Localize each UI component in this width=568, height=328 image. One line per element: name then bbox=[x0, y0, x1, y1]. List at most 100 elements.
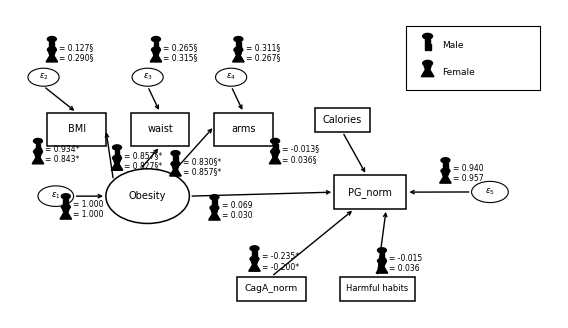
Text: $\varepsilon_1$: $\varepsilon_1$ bbox=[51, 191, 61, 201]
Polygon shape bbox=[212, 205, 214, 210]
Polygon shape bbox=[62, 210, 69, 213]
Text: CagA_norm: CagA_norm bbox=[245, 284, 298, 293]
Text: BMI: BMI bbox=[68, 124, 86, 134]
Polygon shape bbox=[215, 205, 217, 210]
Polygon shape bbox=[53, 47, 55, 51]
Text: = 0.267§: = 0.267§ bbox=[245, 53, 280, 62]
Text: PG_norm: PG_norm bbox=[348, 187, 392, 197]
Polygon shape bbox=[379, 258, 381, 262]
Polygon shape bbox=[35, 148, 37, 153]
Polygon shape bbox=[173, 156, 178, 161]
Polygon shape bbox=[376, 263, 388, 273]
Text: = -0.015: = -0.015 bbox=[389, 254, 423, 263]
Text: = 0.311§: = 0.311§ bbox=[245, 43, 280, 51]
FancyBboxPatch shape bbox=[48, 113, 106, 146]
Circle shape bbox=[270, 138, 279, 144]
Text: = 0.036: = 0.036 bbox=[389, 264, 420, 274]
Polygon shape bbox=[425, 44, 427, 50]
Polygon shape bbox=[255, 256, 257, 260]
Text: = 0.843*: = 0.843* bbox=[45, 155, 80, 164]
Polygon shape bbox=[211, 211, 218, 214]
Polygon shape bbox=[421, 66, 434, 77]
Polygon shape bbox=[49, 52, 55, 55]
Polygon shape bbox=[49, 47, 51, 51]
Polygon shape bbox=[111, 161, 123, 170]
FancyBboxPatch shape bbox=[237, 277, 306, 300]
Circle shape bbox=[48, 36, 56, 42]
Polygon shape bbox=[212, 200, 217, 205]
Polygon shape bbox=[32, 154, 44, 164]
Polygon shape bbox=[208, 211, 220, 220]
Polygon shape bbox=[446, 168, 448, 173]
Circle shape bbox=[378, 248, 386, 253]
Polygon shape bbox=[273, 144, 278, 148]
Circle shape bbox=[423, 33, 432, 39]
Text: = -0.013§: = -0.013§ bbox=[282, 145, 319, 154]
Polygon shape bbox=[249, 261, 260, 271]
Text: = 0.857§*: = 0.857§* bbox=[183, 167, 221, 176]
Polygon shape bbox=[153, 42, 158, 47]
Polygon shape bbox=[272, 154, 278, 157]
Text: = 0.315§: = 0.315§ bbox=[163, 53, 198, 62]
Text: = 0.127§: = 0.127§ bbox=[59, 43, 93, 51]
Circle shape bbox=[61, 204, 70, 210]
Polygon shape bbox=[176, 161, 178, 165]
Polygon shape bbox=[49, 42, 55, 47]
Polygon shape bbox=[66, 204, 69, 209]
Text: = -0.200*: = -0.200* bbox=[262, 262, 299, 272]
Polygon shape bbox=[64, 199, 68, 204]
Circle shape bbox=[250, 246, 259, 251]
Polygon shape bbox=[379, 253, 385, 258]
Text: Male: Male bbox=[442, 41, 463, 50]
Polygon shape bbox=[428, 44, 431, 50]
Text: Female: Female bbox=[442, 68, 475, 76]
Polygon shape bbox=[383, 258, 385, 262]
Circle shape bbox=[423, 60, 432, 66]
Polygon shape bbox=[150, 52, 162, 62]
Circle shape bbox=[48, 47, 56, 52]
Polygon shape bbox=[153, 52, 159, 55]
Polygon shape bbox=[442, 168, 445, 173]
FancyBboxPatch shape bbox=[407, 26, 540, 90]
Circle shape bbox=[28, 68, 59, 86]
Circle shape bbox=[250, 256, 259, 261]
Text: = 1.000: = 1.000 bbox=[73, 200, 103, 209]
Polygon shape bbox=[173, 161, 175, 165]
Polygon shape bbox=[442, 174, 449, 177]
Text: = 0.265§: = 0.265§ bbox=[163, 43, 198, 51]
Polygon shape bbox=[236, 42, 241, 47]
Polygon shape bbox=[235, 52, 241, 55]
Text: = 0.857§*: = 0.857§* bbox=[124, 151, 162, 160]
Text: = 0.030: = 0.030 bbox=[222, 212, 252, 220]
Polygon shape bbox=[276, 148, 278, 153]
Text: Harmful habits: Harmful habits bbox=[346, 284, 408, 293]
Polygon shape bbox=[46, 52, 58, 62]
Text: $\varepsilon_3$: $\varepsilon_3$ bbox=[143, 72, 153, 82]
Circle shape bbox=[378, 258, 386, 263]
Circle shape bbox=[171, 161, 180, 166]
Polygon shape bbox=[443, 163, 448, 168]
Circle shape bbox=[270, 149, 279, 154]
Polygon shape bbox=[115, 150, 119, 155]
Polygon shape bbox=[252, 251, 257, 256]
Text: Obesity: Obesity bbox=[129, 191, 166, 201]
Polygon shape bbox=[36, 144, 40, 148]
Text: arms: arms bbox=[231, 124, 256, 134]
Polygon shape bbox=[39, 148, 41, 153]
FancyBboxPatch shape bbox=[131, 113, 189, 146]
Text: = 0.830§*: = 0.830§* bbox=[183, 157, 221, 166]
Polygon shape bbox=[269, 154, 281, 164]
Circle shape bbox=[112, 155, 122, 161]
Polygon shape bbox=[379, 263, 385, 267]
Text: = 1.000: = 1.000 bbox=[73, 211, 103, 219]
Text: $\varepsilon_2$: $\varepsilon_2$ bbox=[39, 72, 48, 82]
Text: = 0.036§: = 0.036§ bbox=[282, 155, 317, 164]
Text: = 0.069: = 0.069 bbox=[222, 201, 252, 210]
Text: = 0.957: = 0.957 bbox=[453, 174, 483, 183]
Polygon shape bbox=[35, 154, 41, 157]
Polygon shape bbox=[153, 47, 155, 51]
Circle shape bbox=[215, 68, 247, 86]
Polygon shape bbox=[63, 204, 65, 209]
FancyBboxPatch shape bbox=[334, 175, 407, 209]
Polygon shape bbox=[252, 256, 254, 260]
